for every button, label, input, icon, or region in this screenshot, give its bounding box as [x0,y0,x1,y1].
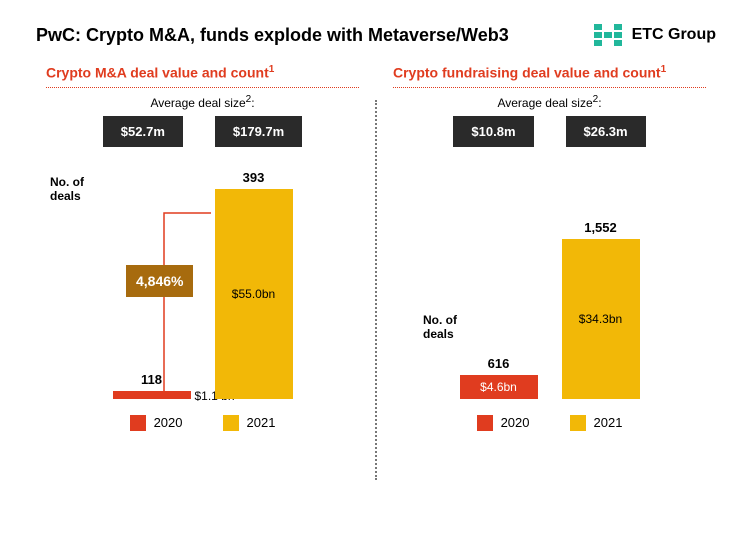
avg-label-left-fn: 2 [246,94,252,105]
panel-fund-title: Crypto fundraising deal value and count1 [393,64,706,88]
bar-2020-fund-rect: $4.6bn [460,375,538,399]
avg-label-right-text: Average deal size [497,96,592,110]
bar-2020-fund-count: 616 [488,356,510,371]
panel-fund-footnote: 1 [661,64,667,75]
avg-boxes-left: $52.7m $179.7m [46,116,359,147]
bar-2020-ma-rect [113,391,191,399]
bar-2020-ma: 118 $1.1 bn [113,372,191,399]
panel-fund-title-text: Crypto fundraising deal value and count [393,65,661,81]
bars-ma: 118 $1.1 bn 393 $55.0bn [46,170,359,399]
bar-2020-fund: 616 $4.6bn [460,356,538,399]
avg-boxes-right: $10.8m $26.3m [393,116,706,147]
brand: ETC Group [594,24,716,46]
swatch-2021-fund [570,415,586,431]
header: PwC: Crypto M&A, funds explode with Meta… [0,0,752,54]
swatch-2020-fund [477,415,493,431]
bar-2021-fund-value: $34.3bn [579,312,622,326]
bar-2021-ma-rect: $55.0bn [215,189,293,399]
bar-2021-ma-value: $55.0bn [232,287,275,301]
legend-2020-ma-label: 2020 [154,415,183,430]
bar-2021-fund: 1,552 $34.3bn [562,220,640,399]
panels: Crypto M&A deal value and count1 Average… [0,54,752,504]
panel-fund: Crypto fundraising deal value and count1… [377,64,722,504]
bar-2021-ma-count: 393 [243,170,265,185]
avg-label-left: Average deal size2: [46,94,359,110]
bar-2020-ma-count: 118 [141,372,162,387]
legend-2020-fund: 2020 [477,415,530,431]
avg-2020-ma: $52.7m [103,116,183,147]
bar-2021-ma: 393 $55.0bn [215,170,293,399]
avg-2021-fund: $26.3m [566,116,646,147]
legend-ma: 2020 2021 [46,415,359,431]
panel-ma: Crypto M&A deal value and count1 Average… [30,64,375,504]
panel-ma-footnote: 1 [269,64,275,75]
chart-fund: No. of deals 616 $4.6bn 1,552 $34.3bn [393,153,706,433]
swatch-2020-ma [130,415,146,431]
avg-2020-fund: $10.8m [453,116,533,147]
page-title: PwC: Crypto M&A, funds explode with Meta… [36,25,509,46]
avg-2021-ma: $179.7m [215,116,302,147]
avg-label-right-fn: 2 [593,94,599,105]
panel-ma-title-text: Crypto M&A deal value and count [46,65,269,81]
legend-fund: 2020 2021 [393,415,706,431]
bars-fund: 616 $4.6bn 1,552 $34.3bn [393,220,706,399]
bar-2021-fund-rect: $34.3bn [562,239,640,399]
legend-2021-ma-label: 2021 [247,415,276,430]
brand-icon [594,24,622,46]
avg-label-left-text: Average deal size [150,96,245,110]
chart-ma: No. of deals 4,846% 118 $1.1 bn 393 $ [46,153,359,433]
bar-2021-fund-count: 1,552 [584,220,617,235]
panel-ma-title: Crypto M&A deal value and count1 [46,64,359,88]
swatch-2021-ma [223,415,239,431]
legend-2021-ma: 2021 [223,415,276,431]
bar-2020-fund-value: $4.6bn [480,380,517,394]
legend-2020-ma: 2020 [130,415,183,431]
brand-text: ETC Group [632,26,716,44]
avg-label-right: Average deal size2: [393,94,706,110]
legend-2021-fund: 2021 [570,415,623,431]
legend-2021-fund-label: 2021 [594,415,623,430]
legend-2020-fund-label: 2020 [501,415,530,430]
